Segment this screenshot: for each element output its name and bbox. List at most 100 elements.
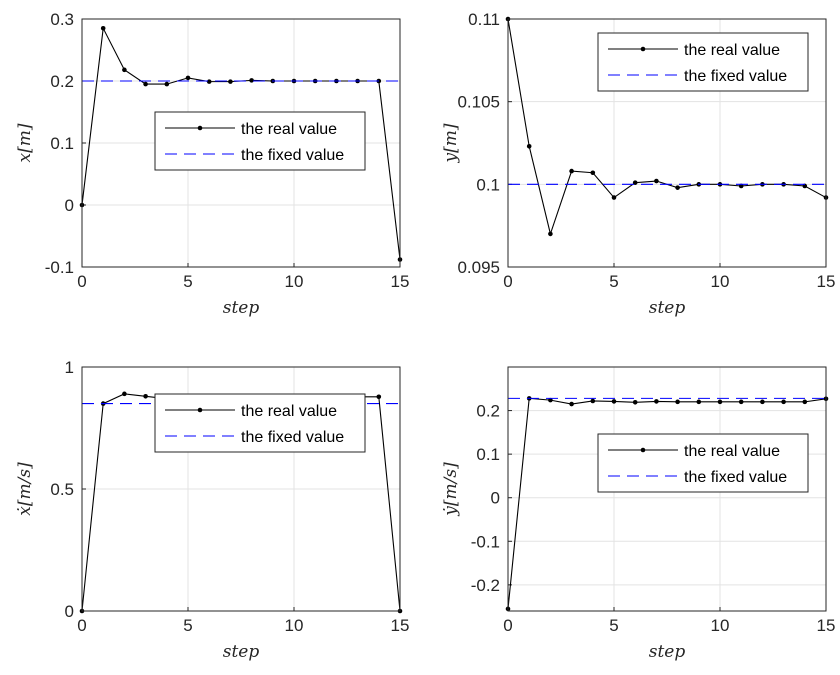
data-point: [228, 79, 233, 84]
x-tick-label: 10: [285, 272, 304, 291]
legend-box: [154, 111, 366, 171]
x-tick-label: 5: [183, 616, 192, 635]
data-point: [654, 399, 659, 404]
y-tick-label: 0.105: [457, 93, 500, 112]
data-point: [548, 397, 553, 403]
y-tick-label: 1: [65, 358, 74, 377]
legend-label: the real value: [684, 443, 780, 460]
data-point: [143, 81, 148, 87]
data-point: [675, 399, 680, 405]
y-tick-label: 0.11: [468, 10, 500, 29]
y-tick-label: 0: [65, 602, 74, 621]
x-tick-label: 15: [391, 272, 410, 291]
y-tick-label: 0.095: [457, 258, 500, 277]
data-point: [611, 195, 617, 200]
x-tick-label: 0: [503, 272, 512, 291]
x-tick-label: 5: [609, 616, 618, 635]
x-tick-label: 10: [711, 616, 730, 635]
x-axis-label: step: [649, 642, 686, 662]
y-tick-label: 0.2: [476, 402, 500, 421]
x-tick-label: 0: [77, 616, 86, 635]
legend-marker: [197, 407, 203, 413]
data-point: [526, 144, 532, 149]
legend: the real value the fixed value: [597, 32, 809, 92]
data-point: [376, 394, 382, 400]
legend: the real value the fixed value: [154, 111, 366, 171]
legend-label: the fixed value: [684, 469, 787, 486]
x-tick-label: 0: [77, 272, 86, 291]
legend-label: the real value: [241, 403, 337, 420]
x-tick-label: 15: [817, 616, 836, 635]
legend-marker: [197, 125, 203, 131]
axes-box: [507, 366, 827, 612]
y-tick-label: 0.1: [476, 445, 500, 464]
data-point: [122, 391, 127, 397]
legend-marker: [640, 447, 646, 453]
data-point: [590, 170, 596, 176]
x-tick-label: 15: [391, 616, 410, 635]
data-point: [632, 180, 638, 185]
y-tick-label: 0: [491, 489, 500, 508]
x-axis-label: step: [223, 642, 260, 662]
data-point: [738, 399, 744, 405]
data-point: [675, 185, 680, 190]
y-tick-label: 0.1: [50, 134, 74, 153]
legend-label: the fixed value: [241, 429, 344, 446]
data-point: [717, 399, 723, 405]
data-point: [696, 399, 702, 405]
legend: the real value the fixed value: [597, 433, 809, 493]
axes-box: [81, 18, 401, 268]
data-point: [164, 81, 170, 87]
data-point: [632, 399, 638, 405]
y-axis-label: ẏ[m/s]: [441, 462, 461, 517]
y-axis-label: y[m]: [441, 123, 461, 163]
chart-panel-4: 0 5 10 15 -0.2 -0.1 0 0.1 0.2 step ẏ[m/s] the real …: [441, 366, 836, 662]
data-point: [654, 178, 659, 184]
legend-box: [597, 433, 809, 493]
axes-box: [507, 18, 827, 268]
x-tick-label: 5: [183, 272, 192, 291]
data-point: [802, 399, 808, 405]
legend-label: the fixed value: [241, 147, 344, 164]
data-point: [569, 168, 574, 174]
x-tick-label: 0: [503, 616, 512, 635]
data-point: [590, 398, 596, 404]
legend-label: the real value: [684, 42, 780, 59]
data-point: [249, 78, 254, 83]
data-point: [143, 393, 148, 399]
y-tick-label: -0.1: [45, 258, 74, 277]
legend-label: the real value: [241, 121, 337, 138]
chart-panel-3: 0 5 10 15 0 0.5 1 step ẋ[m/s] the real value the f…: [15, 358, 409, 662]
data-point: [185, 75, 191, 81]
x-axis-label: step: [649, 298, 686, 318]
x-tick-label: 10: [711, 272, 730, 291]
chart-panel-2: 0 5 10 15 0.095 0.1 0.105 0.11 step y[m] the real …: [441, 10, 835, 318]
data-point: [760, 399, 765, 405]
legend-marker: [640, 46, 646, 52]
data-point: [122, 67, 127, 73]
legend-box: [597, 32, 809, 92]
data-point: [569, 401, 574, 407]
y-axis-label: ẋ[m/s]: [15, 462, 35, 516]
x-tick-label: 15: [817, 272, 836, 291]
legend: the real value the fixed value: [154, 393, 366, 453]
data-point: [100, 26, 106, 31]
y-tick-label: 0.5: [50, 480, 74, 499]
x-axis-label: step: [223, 298, 260, 318]
x-tick-label: 10: [285, 616, 304, 635]
data-point: [548, 231, 553, 237]
data-point: [611, 399, 617, 404]
data-point: [206, 79, 212, 84]
y-tick-label: 0.1: [476, 175, 500, 194]
legend-label: the fixed value: [684, 68, 787, 85]
x-tick-label: 5: [609, 272, 618, 291]
legend-box: [154, 393, 366, 453]
y-tick-label: 0.3: [50, 10, 74, 29]
y-tick-label: 0.2: [50, 72, 74, 91]
axes-box: [81, 366, 401, 612]
y-tick-label: 0: [65, 196, 74, 215]
data-point: [781, 399, 786, 405]
series-line-real: [507, 397, 827, 609]
